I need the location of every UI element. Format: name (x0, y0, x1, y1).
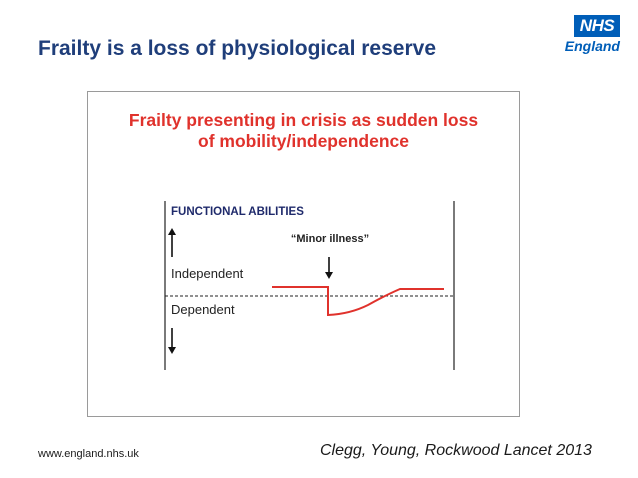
down-arrow-icon (168, 328, 176, 354)
up-arrow-icon (168, 228, 176, 257)
citation: Clegg, Young, Rockwood Lancet 2013 (320, 442, 592, 459)
nhs-logo-region: England (564, 38, 620, 54)
dependent-label: Dependent (171, 302, 235, 317)
figure-title-line-1: Frailty presenting in crisis as sudden l… (128, 110, 479, 130)
slide-title: Frailty is a loss of physiological reser… (38, 37, 436, 60)
figure-frame: Frailty presenting in crisis as sudden l… (87, 91, 520, 417)
nhs-logo: NHS England (560, 15, 620, 61)
event-label: “Minor illness” (291, 233, 369, 245)
figure-title-line-2: of mobility/independence (198, 131, 409, 151)
event-arrow-icon (325, 257, 333, 279)
axis-heading: FUNCTIONAL ABILITIES (171, 206, 304, 218)
function-trajectory (272, 286, 444, 317)
footer-url: www.england.nhs.uk (38, 448, 139, 460)
nhs-logo-mark: NHS (574, 15, 620, 37)
independent-label: Independent (171, 266, 244, 281)
functional-abilities-diagram: FUNCTIONAL ABILITIES Independent Depende… (164, 201, 455, 370)
